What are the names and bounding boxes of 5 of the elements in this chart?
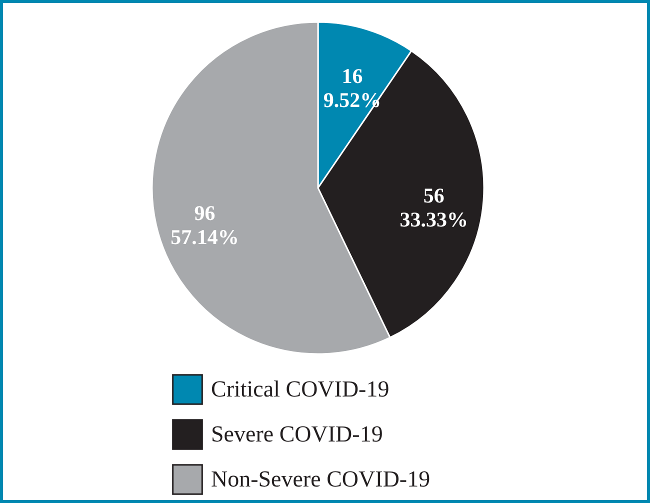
data-label: 96 57.14% bbox=[170, 200, 239, 249]
data-label: 56 33.33% bbox=[400, 184, 468, 232]
legend-label: Non-Severe COVID-19 bbox=[211, 466, 430, 492]
legend-label: Severe COVID-19 bbox=[211, 422, 383, 446]
legend-label: Critical COVID-19 bbox=[211, 376, 390, 402]
